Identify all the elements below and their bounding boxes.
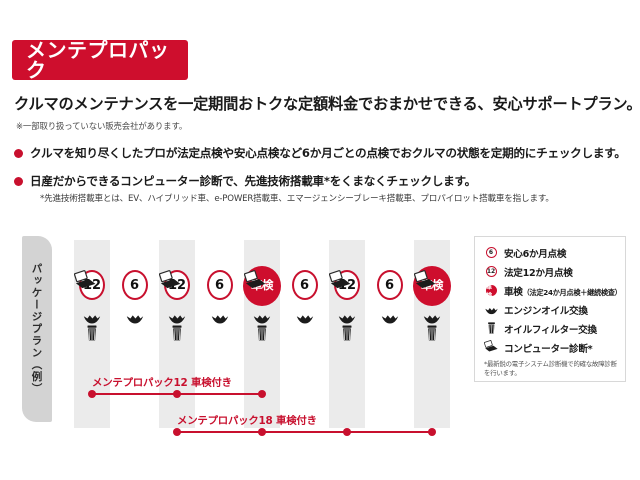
oil-filter-icon [86, 325, 98, 341]
engine-oil-icon [167, 310, 187, 324]
circle-shaken-solid-icon: 車検 [483, 285, 499, 299]
engine-oil-icon [380, 310, 400, 324]
plan-bar-label-1: メンテプロパック12 車検付き [92, 377, 232, 389]
timeline-column-9[interactable]: 車検 [413, 240, 451, 428]
legend-badge: 12 [485, 266, 497, 277]
plan-bar-dot [88, 390, 96, 398]
service-icons-1 [82, 310, 102, 341]
timeline-node-7[interactable]: 12 [328, 268, 364, 302]
service-icons-9 [422, 310, 442, 341]
engine-oil-icon [82, 310, 102, 324]
oil-filter-icon [483, 319, 499, 338]
plan-bar-dot [258, 390, 266, 398]
package-plan-diagram: パッケージプラン（例） 12 6 12 6 車検 6 12 6 車検 メンテプロパック12 車検… [0, 228, 640, 436]
laptop-diagnosis-icon [328, 270, 351, 290]
plan-bar-dot [343, 428, 351, 436]
timeline-track: 12 6 12 6 車検 6 12 6 車検 [73, 240, 456, 428]
plan-bar-dot [428, 428, 436, 436]
timeline-node-9[interactable]: 車検 [413, 266, 451, 306]
plan-bars-layer: メンテプロパック12 車検付きメンテプロパック18 車検付き [74, 240, 456, 436]
engine-oil-icon [210, 310, 230, 324]
timeline-column-7[interactable]: 12 [328, 240, 365, 428]
timeline-node-4[interactable]: 6 [203, 268, 237, 302]
plan-bar-label-2: メンテプロパック18 車検付き [177, 415, 317, 427]
bullet-text-1: クルマを知り尽くしたプロが法定点検や安心点検など6か月ごとの点検でおクルマの状態… [30, 146, 626, 160]
plan-bar-2[interactable]: メンテプロパック18 車検付き [173, 410, 436, 436]
timeline-node-1[interactable]: 12 [73, 268, 109, 302]
legend-label-4: エンジンオイル交換 [504, 305, 588, 317]
inspection-badge[interactable]: 6 [291, 270, 318, 300]
legend-label-5: オイルフィルター交換 [504, 324, 597, 336]
service-icons-4 [210, 310, 230, 324]
legend-label-sub: （法定24か月点検＋継続検査） [522, 287, 622, 297]
legend-item-4: エンジンオイル交換 [483, 301, 619, 318]
service-icons-7 [337, 310, 357, 341]
bullet-dot-icon [14, 177, 23, 186]
laptop-diagnosis-icon [413, 270, 436, 290]
lead-note: ※一部取り扱っていない販売会社があります。 [16, 121, 188, 131]
legend-item-1: 6 安心6か月点検 [483, 244, 619, 261]
legend-badge: 車検 [485, 285, 497, 299]
bullet-footnote: *先進技術搭載車とは、EV、ハイブリッド車、e-POWER搭載車、エマージェンシ… [40, 194, 554, 204]
service-icons-5 [252, 310, 272, 341]
legend-item-3: 車検 車検（法定24か月点検＋継続検査） [483, 282, 622, 299]
timeline-node-8[interactable]: 6 [373, 268, 407, 302]
timeline-column-8[interactable]: 6 [372, 240, 408, 428]
legend-label-6: コンピューター診断* [504, 343, 593, 355]
plan-bar-dot [173, 428, 181, 436]
plan-bar-dot [258, 428, 266, 436]
plan-bar-line [177, 430, 432, 433]
oil-filter-icon [426, 325, 438, 341]
service-icons-2 [125, 310, 145, 324]
plan-bar-dot [173, 390, 181, 398]
service-icons-8 [380, 310, 400, 324]
legend-item-2: 12 法定12か月点検 [483, 263, 619, 280]
timeline-column-2[interactable]: 6 [117, 240, 153, 428]
page-title: メンテプロパック [26, 38, 170, 82]
oil-filter-icon [256, 325, 268, 341]
header-banner: メンテプロパック [12, 40, 188, 80]
engine-oil-icon [295, 310, 315, 324]
side-tab-label: パッケージプラン（例） [30, 263, 43, 395]
plan-bar-1[interactable]: メンテプロパック12 車検付き [88, 372, 266, 398]
bullet-item-2: 日産だからできるコンピューター診断で、先進技術搭載車*をくまなくチェックします。 [14, 174, 476, 188]
legend-note: *最新鋭の電子システム診断機で的確な故障診断を行います。 [484, 360, 617, 377]
legend-label-2: 法定12か月点検 [504, 267, 573, 279]
engine-oil-icon [252, 310, 272, 324]
engine-oil-icon [125, 310, 145, 324]
side-tab: パッケージプラン（例） [22, 236, 52, 422]
engine-oil-icon [337, 310, 357, 324]
legend-item-5: オイルフィルター交換 [483, 320, 619, 337]
legend-label-1: 安心6か月点検 [504, 248, 567, 260]
laptop-diagnosis-icon [158, 270, 181, 290]
inspection-badge[interactable]: 6 [121, 270, 148, 300]
legend-item-6: コンピューター診断* [483, 339, 619, 356]
circle-12-outline-icon: 12 [483, 266, 499, 277]
circle-6-outline-icon: 6 [483, 247, 499, 258]
timeline-column-6[interactable]: 6 [287, 240, 323, 428]
engine-oil-icon [422, 310, 442, 324]
service-icons-6 [295, 310, 315, 324]
inspection-badge[interactable]: 6 [376, 270, 403, 300]
timeline-column-4[interactable]: 6 [202, 240, 238, 428]
bullet-item-1: クルマを知り尽くしたプロが法定点検や安心点検など6か月ごとの点検でおクルマの状態… [14, 146, 626, 160]
lead-headline: クルマのメンテナンスを一定期間おトクな定額料金でおまかせできる、安心サポートプラ… [14, 95, 640, 113]
bullet-dot-icon [14, 149, 23, 158]
timeline-node-6[interactable]: 6 [288, 268, 322, 302]
bullet-text-2: 日産だからできるコンピューター診断で、先進技術搭載車*をくまなくチェックします。 [30, 174, 477, 188]
timeline-node-5[interactable]: 車検 [243, 266, 281, 306]
timeline-node-2[interactable]: 6 [118, 268, 152, 302]
legend-panel: 6 安心6か月点検 12 法定12か月点検 車検 車検（法定24か月点検＋継続検査） エンジ… [474, 236, 626, 382]
laptop-diagnosis-icon [243, 270, 266, 290]
inspection-badge[interactable]: 6 [206, 270, 233, 300]
laptop-diagnosis-icon [483, 338, 499, 357]
service-icons-3 [167, 310, 187, 341]
legend-badge: 6 [485, 247, 497, 258]
timeline-node-3[interactable]: 12 [158, 268, 194, 302]
laptop-diagnosis-icon [73, 270, 96, 290]
oil-filter-icon [341, 325, 353, 341]
engine-oil-icon [483, 300, 499, 319]
legend-label-3: 車検（法定24か月点検＋継続検査） [504, 286, 622, 298]
oil-filter-icon [171, 325, 183, 341]
